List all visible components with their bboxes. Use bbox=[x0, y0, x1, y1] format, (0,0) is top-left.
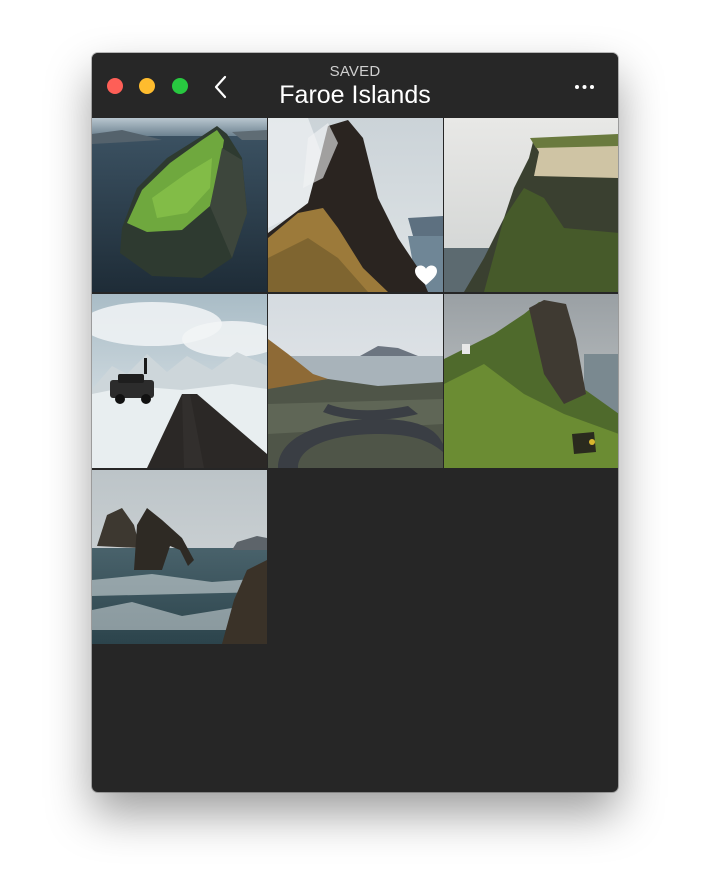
photo-image bbox=[268, 118, 443, 292]
more-options-button[interactable] bbox=[572, 79, 598, 95]
photo-image bbox=[92, 118, 267, 292]
photo-image bbox=[92, 294, 267, 468]
close-window-button[interactable] bbox=[107, 78, 123, 94]
title-bar: SAVED Faroe Islands bbox=[92, 53, 618, 117]
photo-tile[interactable] bbox=[92, 294, 267, 468]
heart-icon[interactable] bbox=[414, 264, 438, 286]
photo-tile[interactable] bbox=[268, 294, 443, 468]
ellipsis-icon bbox=[575, 85, 594, 89]
photo-image bbox=[444, 118, 618, 292]
album-title: Faroe Islands bbox=[279, 81, 431, 109]
photo-tile[interactable] bbox=[268, 118, 443, 292]
photo-tile[interactable] bbox=[444, 118, 618, 292]
minimize-window-button[interactable] bbox=[139, 78, 155, 94]
photo-image bbox=[92, 470, 267, 644]
photo-tile[interactable] bbox=[444, 294, 618, 468]
chevron-left-icon bbox=[214, 75, 227, 99]
back-button[interactable] bbox=[210, 73, 234, 101]
photo-tile[interactable] bbox=[92, 470, 267, 644]
photo-image bbox=[268, 294, 443, 468]
photo-image bbox=[444, 294, 618, 468]
section-label: SAVED bbox=[329, 63, 381, 80]
zoom-window-button[interactable] bbox=[172, 78, 188, 94]
app-window: SAVED Faroe Islands bbox=[92, 53, 618, 792]
photo-tile[interactable] bbox=[92, 118, 267, 292]
